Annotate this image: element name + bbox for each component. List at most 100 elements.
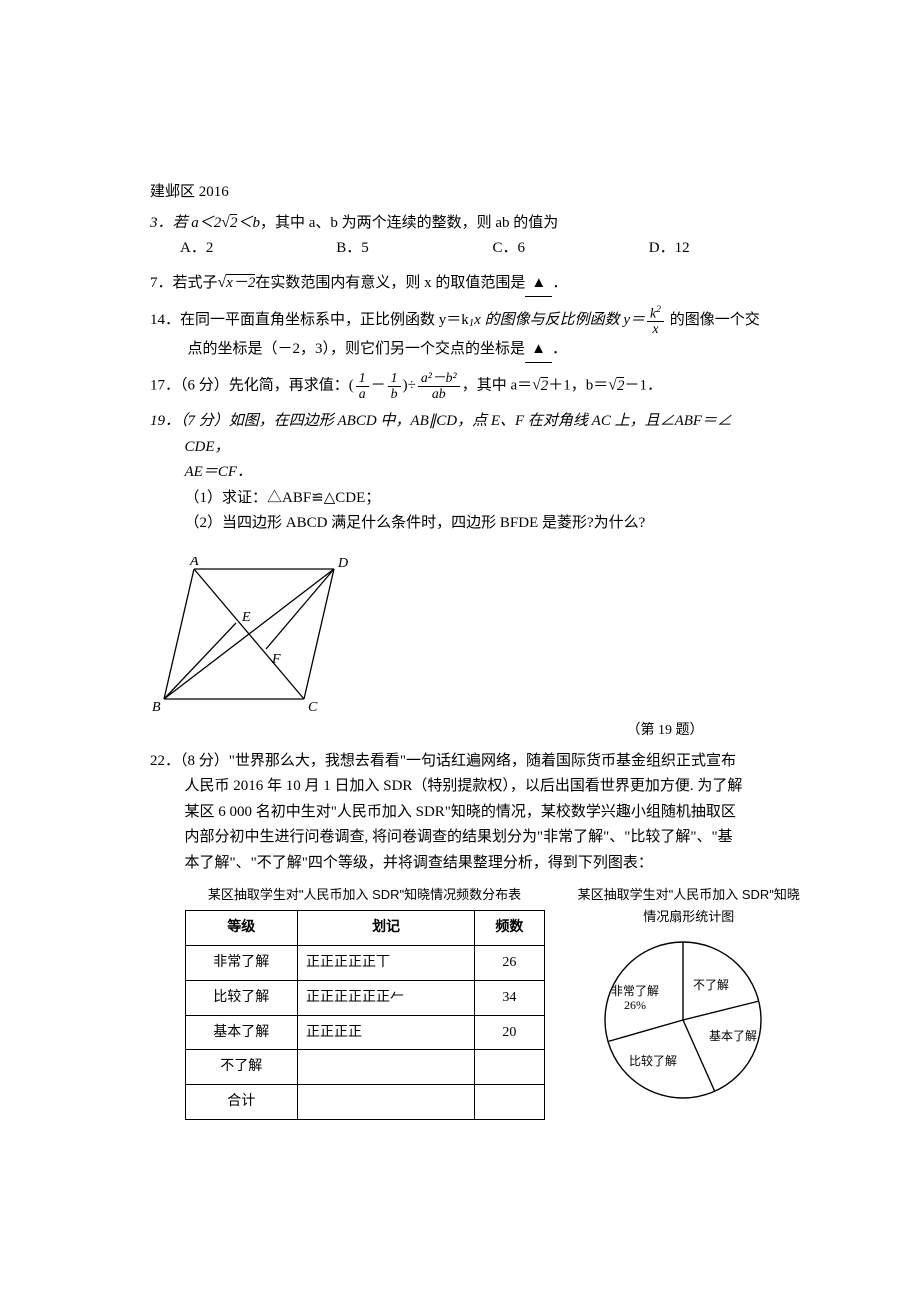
pie-title: 某区抽取学生对"人民币加入 SDR"知晓情况扇形统计图: [573, 884, 806, 928]
q19-caption: （第 19 题）: [565, 719, 765, 743]
table-and-pie-row: 某区抽取学生对"人民币加入 SDR"知晓情况频数分布表 等级 划记 频数 非常了…: [150, 884, 805, 1120]
page-header: 建邺区 2016: [150, 180, 805, 206]
col-tally: 划记: [297, 911, 474, 946]
q14-frac: k2x: [647, 305, 664, 337]
opt-c: C．6: [493, 236, 649, 262]
opt-a: A．2: [180, 236, 336, 262]
q3-options: A．2 B．5 C．6 D．12: [150, 236, 805, 262]
question-3: 3．若 a＜2√2＜b，其中 a、b 为两个连续的整数，则 ab 的值为 A．2…: [150, 210, 805, 262]
cell-tally: [297, 1050, 474, 1085]
q14-mid: x 的图像与反比例函数 y＝: [474, 312, 645, 328]
q3-stem: 3．若 a＜2√2＜b，其中 a、b 为两个连续的整数，则 ab 的值为: [150, 215, 558, 231]
q7-end: ．: [552, 275, 567, 291]
svg-text:D: D: [337, 557, 348, 571]
f3n: a²－b²: [418, 371, 460, 386]
svg-text:26%: 26%: [624, 998, 646, 1012]
svg-text:基本了解: 基本了解: [708, 1029, 756, 1043]
f1n: 1: [356, 371, 369, 386]
cell-freq: 26: [475, 945, 544, 980]
freq-table-title: 某区抽取学生对"人民币加入 SDR"知晓情况频数分布表: [185, 884, 545, 906]
opt-b: B．5: [336, 236, 492, 262]
q17-p1: ＋1，b＝: [548, 378, 608, 394]
f2n: 1: [388, 371, 401, 386]
q22-l1: 22．（8 分）"世界那么大，我想去看看"一句话红遍网络，随着国际货币基金组织正…: [150, 749, 805, 775]
f1d: a: [356, 387, 369, 401]
table-row: 比较了解正正正正正正𠂉34: [185, 980, 544, 1015]
q14-end: ．: [552, 341, 567, 357]
table-row: 基本了解正正正正20: [185, 1015, 544, 1050]
q14-den: x: [647, 322, 664, 336]
svg-text:B: B: [152, 700, 161, 715]
question-14: 14．在同一平面直角坐标系中，正比例函数 y＝k1x 的图像与反比例函数 y＝k…: [150, 305, 805, 363]
q14-pre: 14．在同一平面直角坐标系中，正比例函数 y＝k: [150, 312, 469, 328]
q3-right: ＜b: [237, 215, 260, 231]
freq-table-wrap: 某区抽取学生对"人民币加入 SDR"知晓情况频数分布表 等级 划记 频数 非常了…: [185, 884, 545, 1120]
sqrt-icon: √: [221, 214, 230, 231]
cell-freq: 34: [475, 980, 544, 1015]
q17-post: ，其中 a＝: [462, 378, 532, 394]
opt-d: D．12: [649, 236, 805, 262]
cell-freq: [475, 1050, 544, 1085]
question-17: 17．（6 分）先化简，再求值：(1a－1b)÷a²－b²ab，其中 a＝√2＋…: [150, 371, 805, 401]
q19-p1: （1）求证：△ABF≌△CDE；: [150, 486, 805, 512]
f3d: ab: [418, 387, 460, 401]
q22-l4: 内部分初中生进行问卷调查, 将问卷调查的结果划分为"非常了解"、"比较了解"、"…: [150, 825, 805, 851]
cell-freq: [475, 1085, 544, 1120]
svg-text:非常了解: 非常了解: [610, 984, 658, 998]
svg-text:C: C: [308, 700, 318, 715]
table-row: 非常了解正正正正正丅26: [185, 945, 544, 980]
pie-wrap: 某区抽取学生对"人民币加入 SDR"知晓情况扇形统计图 非常了解26% 不了解基本…: [573, 884, 806, 1110]
q17-f3: a²－b²ab: [418, 371, 460, 401]
q19-p2: （2）当四边形 ABCD 满足什么条件时，四边形 BFDE 是菱形?为什么?: [150, 511, 805, 537]
q3-pre: 3．若: [150, 215, 191, 231]
question-19: 19．（7 分）如图，在四边形 ABCD 中，AB∥CD，点 E、F 在对角线 …: [150, 409, 805, 537]
cell-tally: 正正正正正丅: [297, 945, 474, 980]
q14-blank: ▲: [525, 337, 552, 364]
cell-level: 合计: [185, 1085, 297, 1120]
cell-tally: 正正正正正正𠂉: [297, 980, 474, 1015]
svg-text:A: A: [189, 557, 199, 569]
q3-left: a＜2: [191, 215, 221, 231]
q22-l5: 本了解"、"不了解"四个等级，并将调查结果整理分析，得到下列图表：: [150, 851, 805, 877]
q7-pre: 7．若式子: [150, 275, 218, 291]
question-7: 7．若式子√x－2在实数范围内有意义，则 x 的取值范围是▲．: [150, 270, 805, 298]
q17-minus: －: [371, 378, 386, 394]
cell-level: 基本了解: [185, 1015, 297, 1050]
q17-f2: 1b: [388, 371, 401, 401]
svg-text:F: F: [271, 652, 281, 667]
cell-freq: 20: [475, 1015, 544, 1050]
question-22: 22．（8 分）"世界那么大，我想去看看"一句话红遍网络，随着国际货币基金组织正…: [150, 749, 805, 877]
q7-blank: ▲: [525, 271, 552, 298]
table-row: 合计: [185, 1085, 544, 1120]
freq-table: 等级 划记 频数 非常了解正正正正正丅26比较了解正正正正正正𠂉34基本了解正正…: [185, 910, 545, 1120]
q22-l2: 人民币 2016 年 10 月 1 日加入 SDR（特别提款权），以后出国看世界…: [150, 774, 805, 800]
cell-tally: [297, 1085, 474, 1120]
q14-post: 的图像一个交: [666, 312, 760, 328]
table-header-row: 等级 划记 频数: [185, 911, 544, 946]
q14-line2: 点的坐标是（－2，3），则它们另一个交点的坐标是: [188, 341, 526, 357]
svg-text:E: E: [241, 610, 251, 625]
svg-text:不了解: 不了解: [692, 978, 728, 992]
q19-diagram-wrap: A D B C E F （第 19 题）: [150, 557, 805, 743]
q22-l3: 某区 6 000 名初中生对"人民币加入 SDR"知晓的情况，某校数学兴趣小组随…: [150, 800, 805, 826]
q19-diagram: A D B C E F: [150, 557, 350, 717]
q17-f1: 1a: [356, 371, 369, 401]
col-freq: 频数: [475, 911, 544, 946]
pie-chart: 非常了解26%不了解基本了解比较了解: [573, 930, 803, 1110]
table-row: 不了解: [185, 1050, 544, 1085]
q3-post: ，其中 a、b 为两个连续的整数，则 ab 的值为: [260, 215, 558, 231]
col-level: 等级: [185, 911, 297, 946]
q19-l1b: CDE，: [185, 439, 230, 455]
sqrt-icon: √: [532, 377, 541, 394]
f2d: b: [388, 387, 401, 401]
cell-tally: 正正正正: [297, 1015, 474, 1050]
sqrt-icon: √: [218, 274, 227, 291]
sqrt-icon: √: [608, 377, 617, 394]
cell-level: 非常了解: [185, 945, 297, 980]
cell-level: 不了解: [185, 1050, 297, 1085]
q17-m1: －1．: [624, 378, 662, 394]
cell-level: 比较了解: [185, 980, 297, 1015]
q7-post: 在实数范围内有意义，则 x 的取值范围是: [255, 275, 525, 291]
q17-rp: )÷: [403, 378, 416, 394]
q17-pre: 17．（6 分）先化简，再求值：(: [150, 378, 354, 394]
